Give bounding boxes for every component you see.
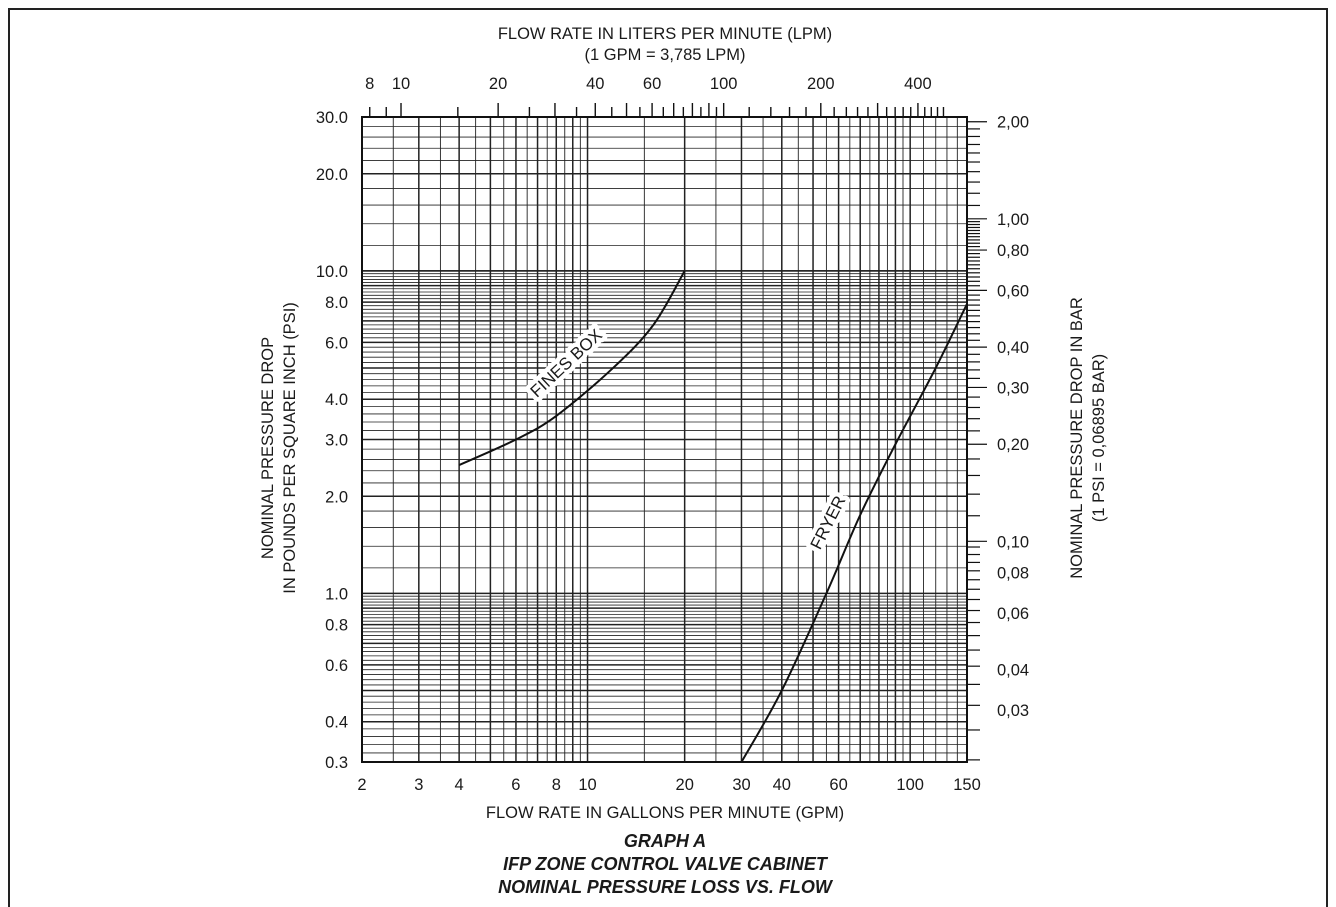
x-tick-label: 30 (732, 776, 750, 794)
right-tick-label: 0,30 (997, 379, 1029, 397)
right-tick-label: 0,20 (997, 436, 1029, 454)
top-tick-label: 60 (643, 75, 661, 93)
y-tick-label: 0.3 (325, 754, 348, 772)
y-tick-label: 0.6 (325, 657, 348, 675)
plot-frame (361, 116, 968, 763)
top-axis-title: FLOW RATE IN LITERS PER MINUTE (LPM) (498, 25, 832, 43)
top-tick-label: 20 (489, 75, 507, 93)
series-line-fines-box (458, 270, 686, 466)
right-axis-title-line1: NOMINAL PRESSURE DROP IN BAR (1068, 297, 1086, 579)
y-tick-label: 6.0 (325, 334, 348, 352)
series-label-fines-box: FINES BOX (527, 325, 606, 401)
right-tick-label: 0,03 (997, 702, 1029, 720)
y-tick-label: 4.0 (325, 391, 348, 409)
top-tick-label: 100 (710, 75, 738, 93)
right-tick-label: 0,10 (997, 533, 1029, 551)
caption-subtitle: NOMINAL PRESSURE LOSS VS. FLOW (498, 877, 834, 897)
top-tick-label: 10 (392, 75, 410, 93)
axis-tick-marks (369, 103, 987, 761)
x-tick-label: 3 (414, 776, 423, 794)
x-tick-label: 10 (578, 776, 596, 794)
y-tick-label: 1.0 (325, 585, 348, 603)
right-tick-labels: 2,00 1,00 0,80 0,60 0,40 0,30 0,20 0,10 0,08 0,06… (997, 114, 1029, 720)
y-tick-label: 10.0 (316, 263, 348, 281)
top-tick-label: 200 (807, 75, 835, 93)
caption-title: IFP ZONE CONTROL VALVE CABINET (503, 854, 829, 874)
y-tick-label: 20.0 (316, 166, 348, 184)
x-tick-labels: 2 3 4 6 8 10 20 30 40 60 100 150 (357, 776, 980, 794)
x-tick-label: 4 (455, 776, 464, 794)
x-tick-label: 60 (829, 776, 847, 794)
y-axis-title-line1: NOMINAL PRESSURE DROP (259, 337, 277, 559)
x-axis-title: FLOW RATE IN GALLONS PER MINUTE (GPM) (486, 804, 844, 822)
right-tick-label: 0,60 (997, 282, 1029, 300)
figure-frame (8, 8, 1328, 907)
x-tick-label: 20 (676, 776, 694, 794)
right-tick-label: 1,00 (997, 211, 1029, 229)
series-lines (458, 270, 968, 763)
right-tick-label: 0,80 (997, 242, 1029, 260)
y-tick-label: 30.0 (316, 109, 348, 127)
x-tick-label: 8 (552, 776, 561, 794)
caption-graph-id: GRAPH A (624, 831, 706, 851)
x-tick-label: 40 (773, 776, 791, 794)
y-tick-label: 2.0 (325, 488, 348, 506)
right-tick-label: 0,04 (997, 662, 1029, 680)
top-tick-label: 400 (904, 75, 932, 93)
y-tick-label: 8.0 (325, 294, 348, 312)
top-tick-labels: 8 10 20 40 60 100 200 400 (365, 75, 932, 93)
series-line-fryer (740, 303, 968, 763)
top-axis-subtitle: (1 GPM = 3,785 LPM) (585, 46, 746, 64)
x-tick-label: 6 (511, 776, 520, 794)
right-tick-label: 0,40 (997, 339, 1029, 357)
y-tick-label: 0.4 (325, 714, 348, 732)
x-tick-label: 150 (953, 776, 981, 794)
top-tick-label: 40 (586, 75, 604, 93)
right-tick-label: 0,06 (997, 605, 1029, 623)
top-tick-label: 8 (365, 75, 374, 93)
grid (361, 116, 968, 763)
y-axis-title-line2: IN POUNDS PER SQUARE INCH (PSI) (281, 302, 299, 594)
right-axis-title-line2: (1 PSI = 0,06895 BAR) (1090, 354, 1108, 522)
x-tick-label: 100 (896, 776, 924, 794)
right-tick-label: 2,00 (997, 114, 1029, 132)
x-tick-label: 2 (357, 776, 366, 794)
y-tick-labels: 0.3 0.4 0.6 0.8 1.0 2.0 3.0 4.0 6.0 8.0 10.0 20.0 30… (316, 109, 348, 772)
y-tick-label: 3.0 (325, 432, 348, 450)
right-tick-label: 0,08 (997, 565, 1029, 583)
y-tick-label: 0.8 (325, 617, 348, 635)
